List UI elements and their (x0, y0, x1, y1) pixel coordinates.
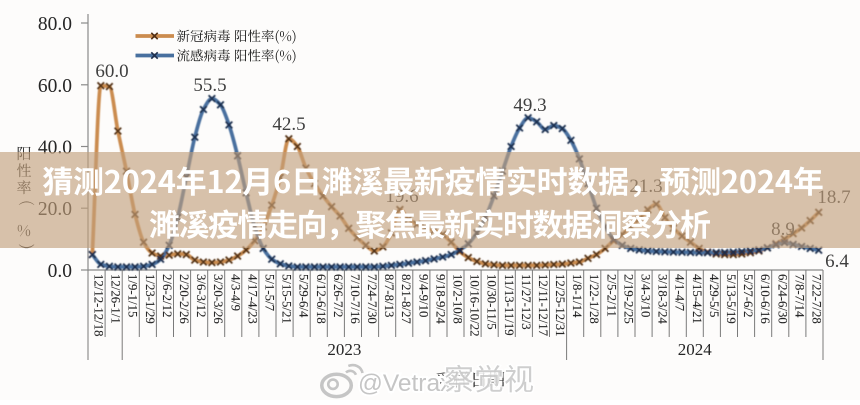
svg-text:80.0: 80.0 (38, 14, 72, 35)
svg-text:12/11-12/17: 12/11-12/17 (536, 274, 550, 337)
svg-text:5/13-5/19: 5/13-5/19 (724, 274, 738, 324)
svg-text:10/30-11/5: 10/30-11/5 (485, 274, 499, 330)
svg-text:0.0: 0.0 (48, 261, 72, 282)
svg-text:2/5-2/11: 2/5-2/11 (604, 274, 618, 317)
svg-text:3/4-3/10: 3/4-3/10 (639, 274, 653, 317)
svg-text:12/12-12/18: 12/12-12/18 (92, 274, 106, 337)
svg-text:9/18-9/24: 9/18-9/24 (433, 274, 447, 324)
svg-text:4/3-4/9: 4/3-4/9 (228, 274, 242, 311)
svg-text:8/7-8/13: 8/7-8/13 (382, 274, 396, 317)
svg-text:2/20-2/26: 2/20-2/26 (177, 274, 191, 324)
svg-text:@Vetrax: @Vetrax (358, 370, 452, 397)
svg-text:12/25-12/31: 12/25-12/31 (553, 274, 567, 337)
svg-text:1/9-1/15: 1/9-1/15 (126, 274, 140, 317)
svg-text:2/6-2/12: 2/6-2/12 (160, 274, 174, 317)
svg-text:7/8-7/14: 7/8-7/14 (792, 274, 806, 318)
svg-text:5/15-5/21: 5/15-5/21 (280, 274, 294, 324)
svg-text:10/16-10/22: 10/16-10/22 (468, 274, 482, 337)
svg-text:11/13-11/19: 11/13-11/19 (502, 274, 516, 336)
svg-text:6/10-6/16: 6/10-6/16 (758, 274, 772, 324)
svg-text:6/12-6/18: 6/12-6/18 (314, 274, 328, 324)
svg-text:6.4: 6.4 (825, 251, 849, 272)
svg-text:2024: 2024 (678, 340, 713, 359)
svg-text:3/6-3/12: 3/6-3/12 (194, 274, 208, 317)
svg-text:1/22-1/28: 1/22-1/28 (587, 274, 601, 324)
svg-text:3/18-3/24: 3/18-3/24 (656, 274, 670, 324)
svg-text:4/29-5/5: 4/29-5/5 (707, 274, 721, 317)
svg-text:@Vetrax: @Vetrax (358, 370, 452, 397)
svg-text:1/8-1/14: 1/8-1/14 (570, 274, 584, 318)
svg-text:7/22-7/28: 7/22-7/28 (810, 274, 824, 324)
svg-text:7/24-7/30: 7/24-7/30 (365, 274, 379, 324)
svg-text:2/19-2/25: 2/19-2/25 (621, 274, 635, 324)
svg-text:12/26-1/1: 12/26-1/1 (109, 274, 123, 324)
svg-text:60.0: 60.0 (38, 76, 72, 97)
svg-text:11/27-12/3: 11/27-12/3 (519, 274, 533, 330)
svg-text:5/29-6/4: 5/29-6/4 (297, 274, 311, 318)
svg-text:6/24-6/30: 6/24-6/30 (775, 274, 789, 324)
svg-text:1/23-1/29: 1/23-1/29 (143, 274, 157, 324)
svg-text:2023: 2023 (327, 340, 361, 359)
svg-text:4/1-4/7: 4/1-4/7 (673, 274, 687, 312)
svg-text:4/15-4/21: 4/15-4/21 (690, 274, 704, 324)
svg-text:5/27-6/2: 5/27-6/2 (741, 274, 755, 317)
svg-text:5/1-5/7: 5/1-5/7 (263, 274, 277, 312)
svg-text:10/2-10/8: 10/2-10/8 (451, 274, 465, 324)
svg-text:49.3: 49.3 (513, 95, 546, 116)
svg-text:7/10-7/16: 7/10-7/16 (348, 274, 362, 324)
svg-text:6/26-7/2: 6/26-7/2 (331, 274, 345, 317)
svg-text:60.0: 60.0 (95, 61, 128, 82)
svg-text:42.5: 42.5 (272, 114, 305, 135)
svg-text:55.5: 55.5 (193, 75, 226, 96)
svg-text:3/20-3/26: 3/20-3/26 (211, 274, 225, 324)
svg-text:4/17-4/23: 4/17-4/23 (245, 274, 259, 324)
svg-text:9/4-9/10: 9/4-9/10 (416, 274, 430, 317)
svg-text:8/21-8/27: 8/21-8/27 (399, 274, 413, 324)
